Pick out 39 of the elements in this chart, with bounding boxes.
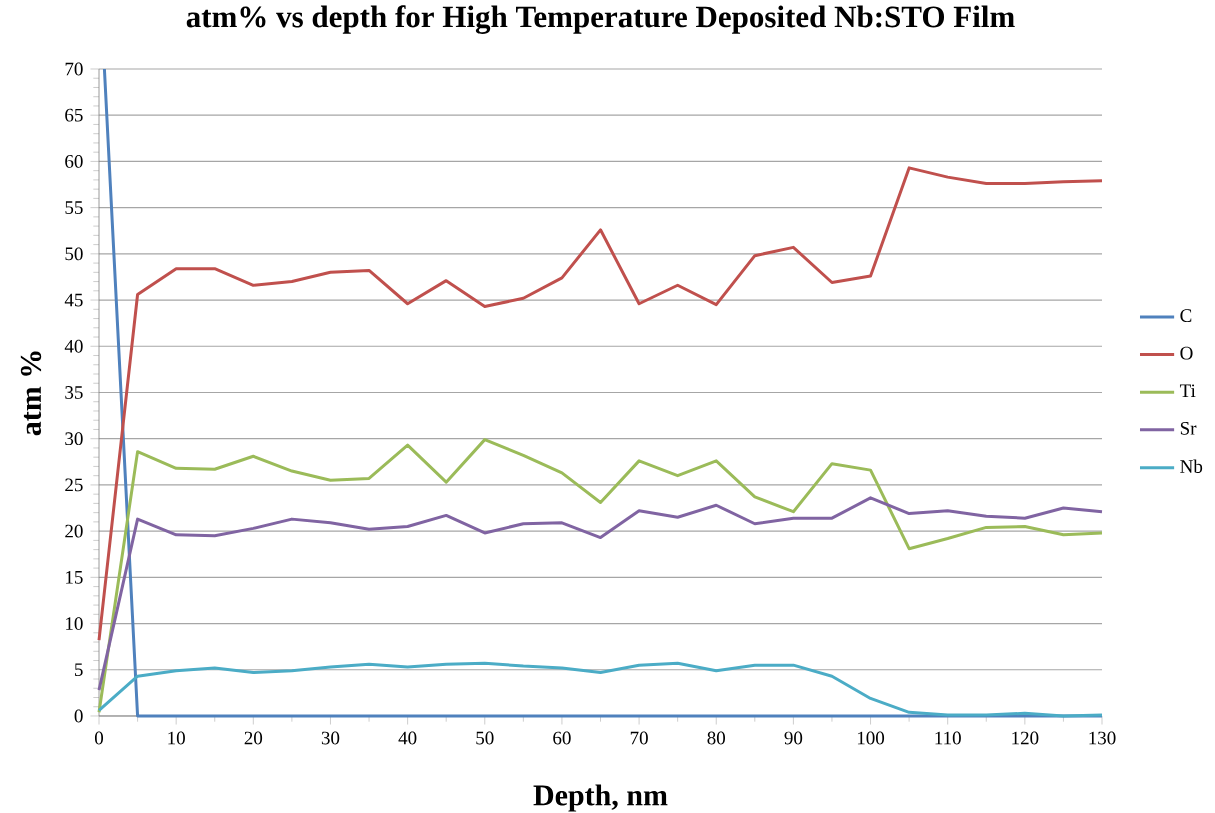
x-tick-label: 20 (244, 731, 263, 745)
y-tick-label: 70 (65, 62, 83, 76)
line-series (97, 496, 1104, 692)
line-series (97, 166, 1104, 642)
y-tick-label: 35 (65, 386, 83, 399)
legend-label: Nb (1180, 459, 1203, 473)
x-tick-label: 130 (1089, 731, 1116, 745)
x-tick-label: 70 (630, 731, 648, 745)
y-tick-label: 30 (65, 432, 83, 446)
y-tick-label: 15 (66, 570, 83, 584)
y-tick-label: 0 (74, 709, 83, 723)
x-tick-label: 60 (553, 731, 571, 745)
y-tick-label: 5 (75, 663, 83, 677)
y-tick-label: 10 (66, 617, 83, 630)
x-tick-label: 30 (321, 731, 340, 745)
legend-label: Sr (1180, 421, 1197, 435)
y-axis-title: atm % (20, 351, 42, 436)
y-tick-label: 55 (65, 201, 83, 214)
x-tick-label: 120 (1012, 731, 1039, 745)
y-tick-label: 50 (65, 247, 83, 261)
x-axis-title: Depth, nm (533, 784, 668, 812)
x-tick-label: 80 (707, 731, 726, 745)
chart-title: atm% vs depth for High Temperature Deposited Nb:STO Film (186, 5, 1015, 34)
x-tick-label: 50 (476, 731, 494, 745)
y-tick-label: 65 (65, 108, 83, 122)
y-tick-label: 45 (64, 293, 83, 307)
x-tick-label: 40 (398, 731, 417, 745)
legend-label: Ti (1179, 384, 1196, 397)
y-tick-label: 20 (65, 524, 83, 538)
x-tick-label: 110 (935, 731, 961, 745)
x-tick-label: 0 (94, 731, 104, 745)
y-tick-label: 40 (64, 339, 83, 353)
x-tick-label: 10 (168, 731, 185, 745)
y-tick-label: 60 (65, 155, 83, 168)
legend-label: C (1180, 309, 1192, 323)
x-tick-label: 100 (857, 731, 885, 745)
legend-label: O (1180, 346, 1193, 360)
y-tick-label: 25 (65, 478, 83, 492)
x-tick-label: 90 (784, 731, 803, 745)
